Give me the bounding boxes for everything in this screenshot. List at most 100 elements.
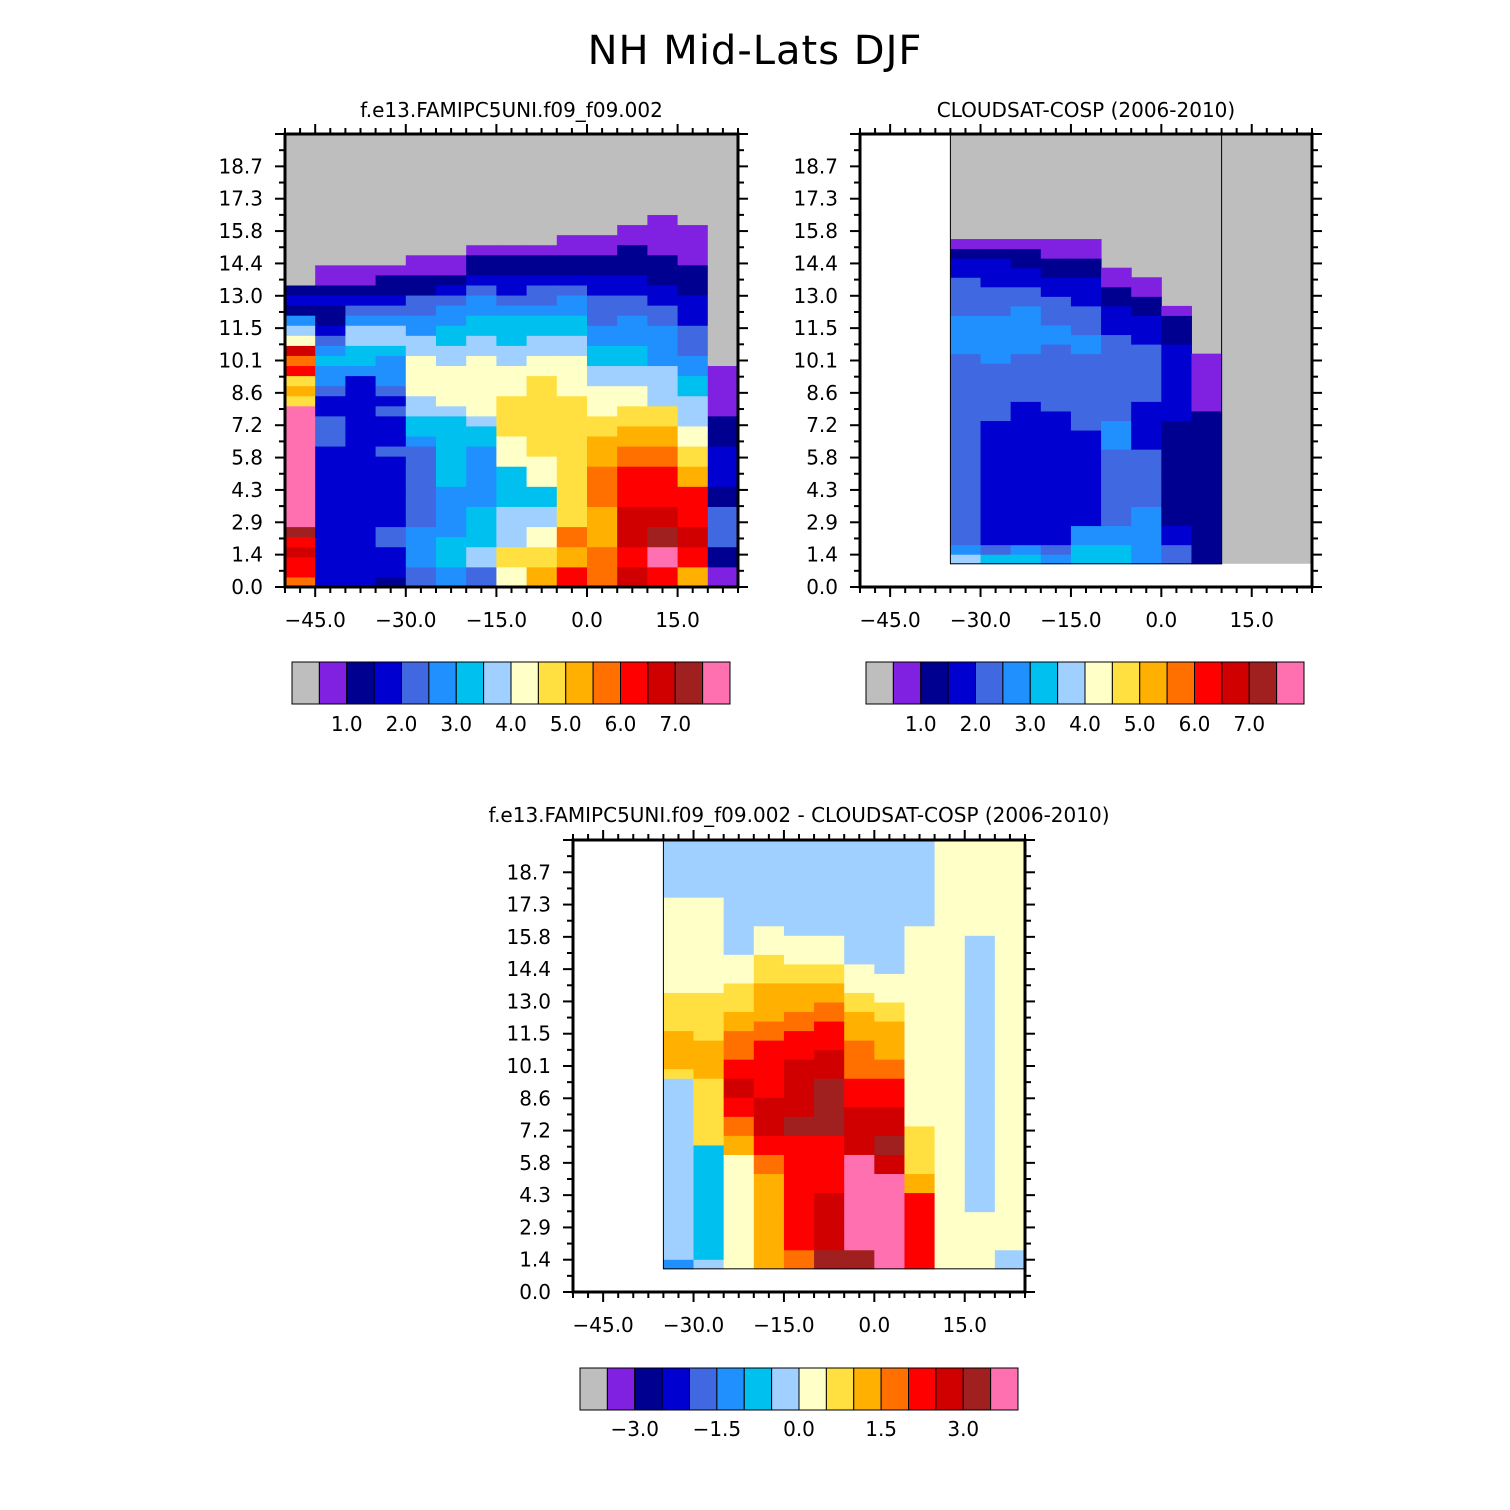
heatmap-cell (496, 576, 528, 588)
heatmap-cell (844, 1144, 875, 1155)
heatmap-cell (814, 1087, 845, 1098)
heatmap-cell (1191, 439, 1223, 450)
heatmap-cell (934, 859, 966, 870)
heatmap-cell (994, 1144, 1026, 1155)
heatmap-cell (285, 576, 316, 588)
heatmap-cell (783, 1154, 815, 1165)
colorbar-box (661, 1367, 690, 1411)
heatmap-cell (466, 244, 497, 256)
heatmap-cell (647, 335, 679, 346)
heatmap-cell (617, 144, 648, 155)
heatmap-cell (934, 954, 966, 965)
heatmap-cell (436, 335, 467, 346)
heatmap-cell (405, 264, 437, 276)
heatmap-cell (315, 536, 346, 548)
heatmap-cell (405, 204, 437, 216)
heatmap-cell (375, 285, 407, 296)
heatmap-cell (436, 194, 467, 205)
heatmap-cell (844, 1173, 875, 1184)
heatmap-cell (707, 456, 739, 467)
heatmap-cell (647, 295, 679, 306)
heatmap-cell (814, 973, 845, 984)
heatmap-cell (693, 1021, 725, 1032)
heatmap-cell (647, 496, 679, 507)
heatmap-cell (677, 375, 709, 387)
heatmap-cell (1101, 525, 1132, 536)
heatmap-cell (1131, 296, 1162, 307)
heatmap-cell (693, 973, 725, 984)
heatmap-cell (617, 335, 648, 346)
heatmap-cell (707, 285, 739, 296)
heatmap-cell (693, 1259, 725, 1270)
heatmap-cell (844, 1211, 875, 1222)
heatmap-cell (723, 1154, 755, 1165)
heatmap-cell (617, 264, 648, 276)
heatmap-cell (345, 536, 377, 548)
heatmap-cell (617, 174, 648, 185)
heatmap-cell (964, 963, 996, 974)
colorbar-box (1248, 661, 1278, 705)
heatmap-cell (753, 887, 785, 898)
heatmap-cell (904, 1001, 936, 1013)
heatmap-cell (980, 267, 1012, 278)
colorbar-box (975, 661, 1004, 705)
heatmap-cell (904, 1116, 936, 1127)
heatmap-cell (647, 144, 679, 155)
heatmap-cell (315, 556, 346, 568)
heatmap-cell (1131, 449, 1162, 460)
heatmap-cell (814, 935, 845, 946)
heatmap-cell (1191, 468, 1223, 479)
heatmap-cell (496, 325, 528, 336)
heatmap-cell (496, 224, 528, 236)
heatmap-cell (1161, 506, 1192, 517)
heatmap-cell (436, 214, 467, 226)
heatmap-cell (663, 1240, 695, 1251)
heatmap-cell (904, 1011, 936, 1022)
heatmap-cell (1040, 239, 1072, 250)
heatmap-cell (723, 1259, 755, 1270)
heatmap-cell (1010, 325, 1042, 336)
colorbar-label: 3.0 (947, 1417, 979, 1441)
heatmap-cell (707, 486, 739, 497)
heatmap-cell (844, 1154, 875, 1165)
heatmap-cell (587, 526, 618, 538)
heatmap-cell (783, 1078, 815, 1089)
heatmap-cell (315, 234, 346, 246)
heatmap-cell (405, 194, 437, 205)
heatmap-cell (1131, 315, 1162, 326)
heatmap-cell (1040, 430, 1072, 441)
heatmap-cell (693, 1173, 725, 1184)
heatmap-cell (466, 415, 497, 427)
heatmap-cell (994, 1259, 1026, 1270)
heatmap-cell (587, 516, 618, 528)
heatmap-cell (315, 446, 346, 457)
heatmap-cell (466, 234, 497, 246)
heatmap-cell (587, 506, 618, 518)
heatmap-cell (723, 992, 755, 1003)
heatmap-cell (707, 506, 739, 518)
heatmap-cell (496, 466, 528, 477)
heatmap-cell (874, 973, 905, 984)
heatmap-cell (753, 982, 785, 993)
heatmap-cell (466, 254, 497, 266)
heatmap-cell (1191, 516, 1223, 527)
heatmap-cell (723, 868, 755, 879)
heatmap-cell (707, 274, 739, 286)
heatmap-cell (814, 897, 845, 908)
heatmap-cell (693, 935, 725, 946)
heatmap-cell (556, 546, 588, 558)
heatmap-cell (1010, 382, 1042, 393)
heatmap-cell (375, 335, 407, 346)
heatmap-cell (345, 224, 377, 236)
heatmap-cell (994, 1240, 1026, 1251)
heatmap-cell (783, 859, 815, 870)
heatmap-cell (693, 1192, 725, 1203)
heatmap-cell (587, 566, 618, 578)
heatmap-cell (904, 1249, 936, 1260)
heatmap-cell (663, 925, 695, 936)
heatmap-cell (526, 476, 558, 487)
heatmap-cell (844, 944, 875, 955)
heatmap-cell (663, 916, 695, 927)
y-tick-label: 8.6 (231, 381, 263, 405)
heatmap-cell (617, 214, 648, 226)
